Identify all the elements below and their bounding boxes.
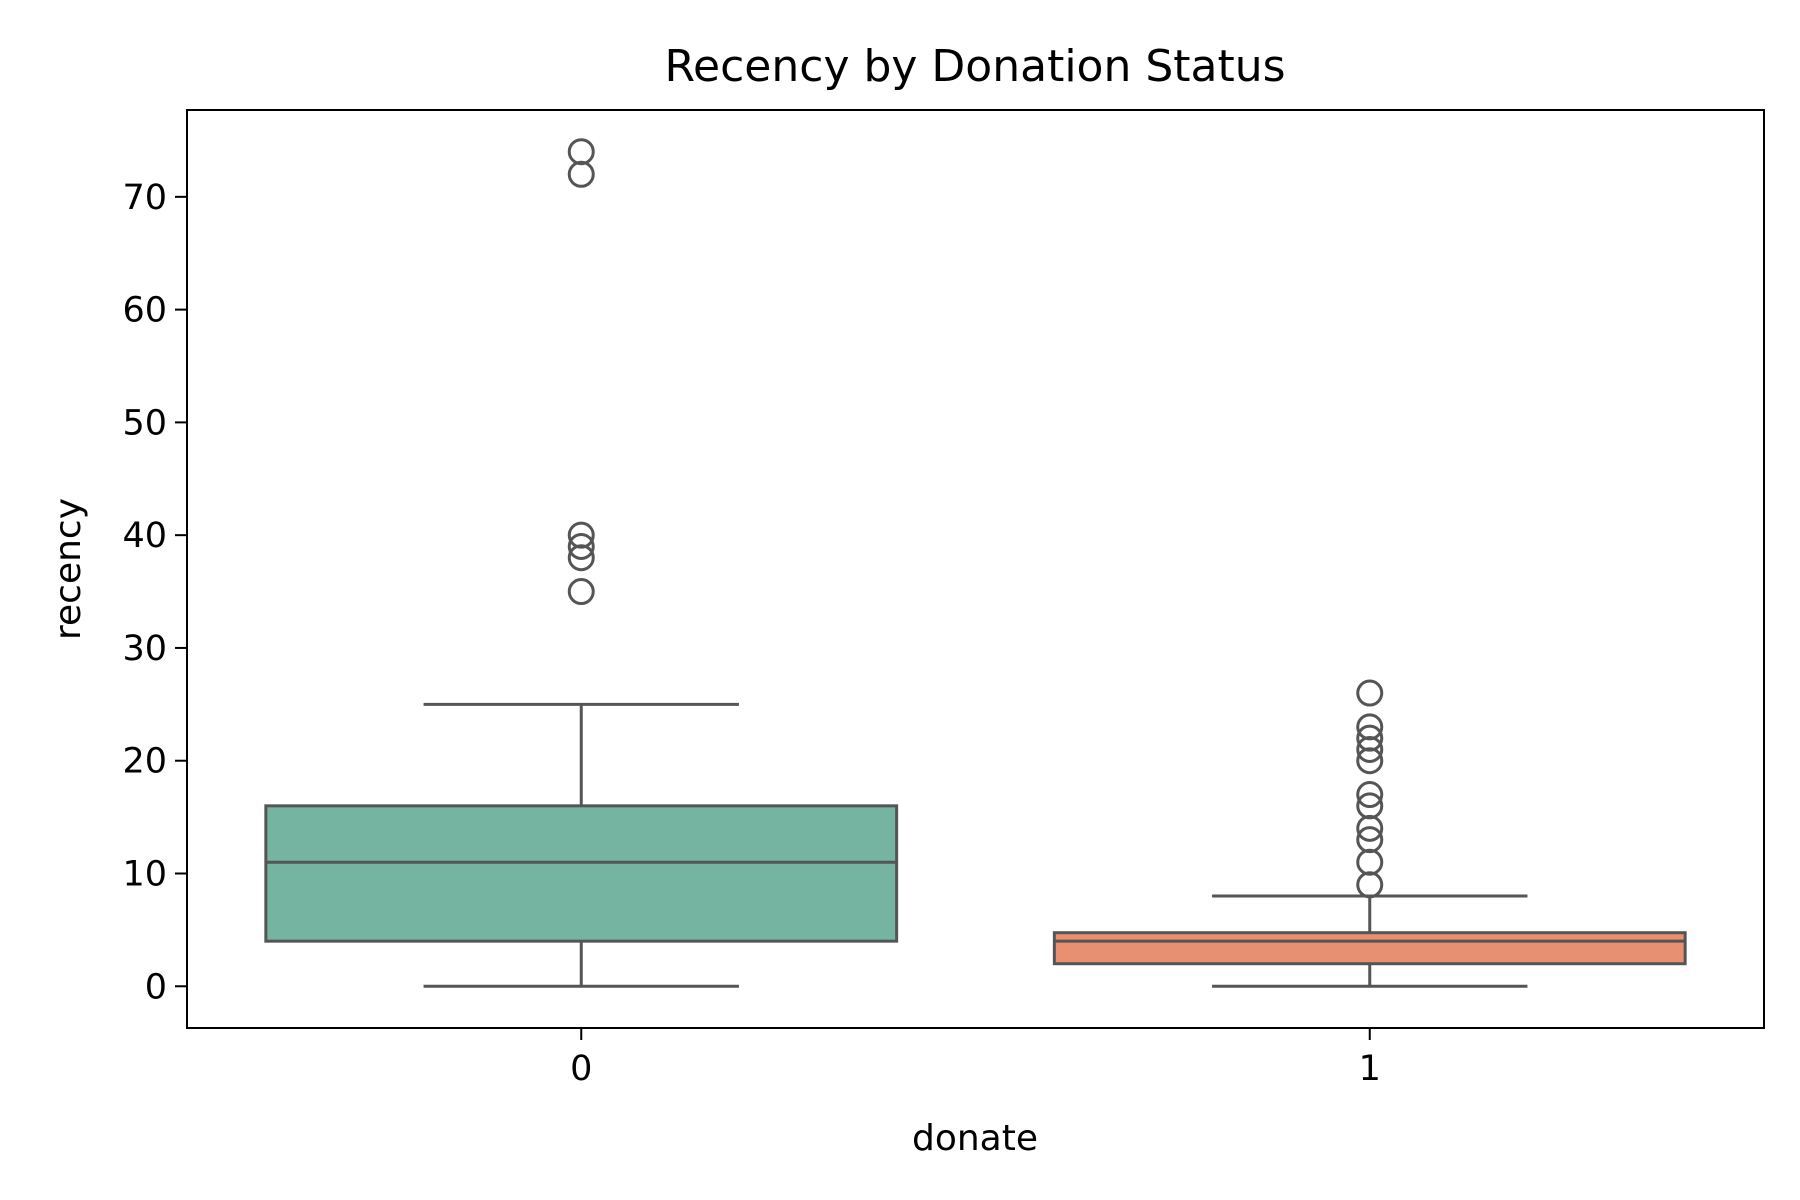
y-tick-label: 60	[122, 291, 167, 331]
y-tick-label: 70	[122, 178, 167, 218]
y-tick-label: 30	[122, 629, 167, 669]
plot-frame	[186, 109, 1765, 1029]
iqr-box	[1052, 931, 1687, 966]
outlier-point	[1356, 792, 1384, 820]
x-tick-label: 0	[570, 1049, 592, 1089]
y-tick-label: 20	[122, 742, 167, 782]
outlier-point	[1356, 826, 1384, 854]
outlier-point	[567, 521, 595, 549]
y-axis: 0 10 20 30 40 50 60 70	[122, 178, 187, 1007]
x-axis-label: donate	[912, 1118, 1038, 1159]
y-tick-label: 10	[122, 854, 167, 894]
outlier-point	[1356, 871, 1384, 899]
box-group-1	[1052, 679, 1687, 988]
y-tick-label: 50	[122, 403, 167, 443]
box-group-0	[264, 138, 899, 988]
outlier-point	[1356, 848, 1384, 876]
y-axis-label: recency	[48, 498, 89, 640]
outlier-point	[567, 532, 595, 560]
outlier-point	[567, 578, 595, 606]
x-tick-label: 1	[1359, 1049, 1381, 1089]
outlier-point	[1356, 713, 1384, 741]
outlier-point	[567, 138, 595, 166]
y-tick-label: 40	[122, 516, 167, 556]
outlier-point	[1356, 781, 1384, 809]
iqr-box	[264, 804, 899, 943]
chart-title: Recency by Donation Status	[664, 41, 1285, 92]
outlier-point	[1356, 724, 1384, 752]
outlier-point	[567, 160, 595, 188]
outlier-point	[1356, 679, 1384, 707]
plot-area	[264, 138, 1687, 988]
y-tick-label: 0	[145, 967, 167, 1007]
